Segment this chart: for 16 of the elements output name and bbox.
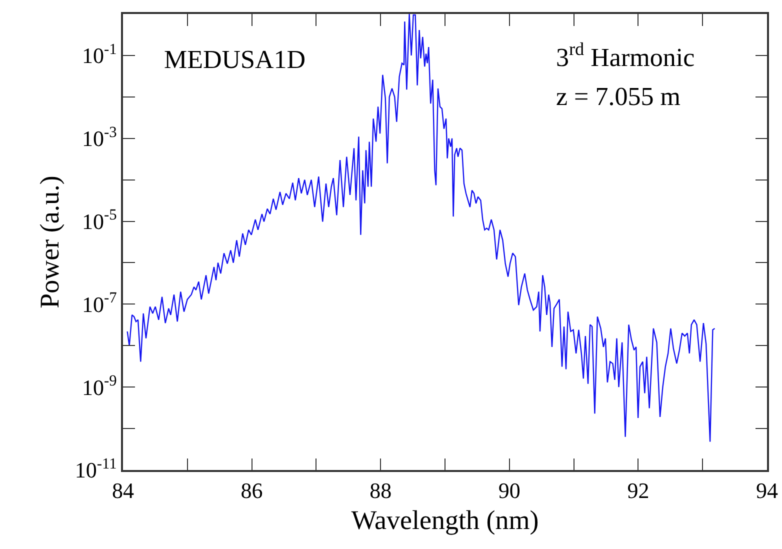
x-tick-label: 88 [370,478,392,504]
y-tick-label: 10$^{-9}$ [82,372,118,400]
y-axis-title: Power (a.u.) [34,176,64,308]
annotation: z = 7.055 m [556,82,680,111]
y-tick-label: 10$^{-5}$ [82,206,118,234]
y-tick-label: 10$^{-1}$ [82,40,117,68]
x-tick-label: 94 [756,478,778,504]
annotation: MEDUSA1D [164,45,306,74]
x-tick-label: 90 [498,478,520,504]
x-axis-title: Wavelength (nm) [351,505,539,536]
annotation: 3$^{rd}$ Harmonic [556,39,695,72]
y-tick-label: 10$^{-7}$ [82,290,118,317]
line-series [126,14,716,442]
x-tick-label: 92 [627,478,650,504]
y-tick-label: 10$^{-3}$ [82,124,118,152]
x-tick-label: 86 [240,478,263,504]
